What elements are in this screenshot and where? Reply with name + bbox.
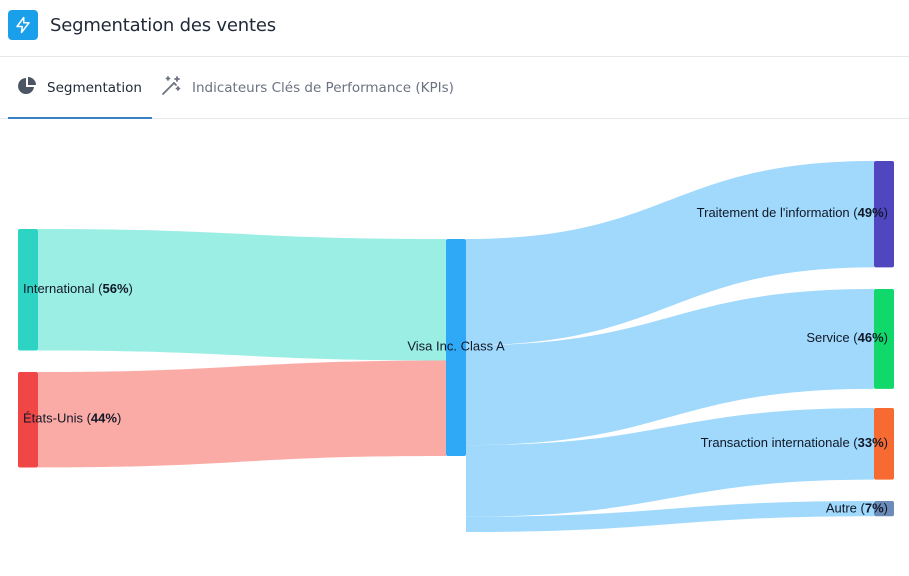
pie-chart-icon <box>17 76 37 100</box>
node-percentage: 7% <box>865 501 884 516</box>
magic-wand-icon <box>160 75 182 101</box>
node-service[interactable] <box>874 289 894 389</box>
node-percentage: 33% <box>858 435 884 450</box>
node-label-autre: Autre (7%) <box>826 501 888 516</box>
node-percentage: 44% <box>91 411 117 426</box>
link-visa-traitement[interactable] <box>466 161 874 346</box>
link-visa-service[interactable] <box>466 289 874 446</box>
node-label-us: États-Unis (44%) <box>23 411 121 426</box>
link-visa-transaction[interactable] <box>466 408 874 517</box>
page-title: Segmentation des ventes <box>50 15 276 36</box>
sankey-chart: International (56%) États-Unis (44%) Visa … <box>0 120 909 576</box>
node-transaction[interactable] <box>874 408 894 480</box>
tab-kpis[interactable]: Indicateurs Clés de Performance (KPIs) <box>160 58 454 118</box>
node-name: États-Unis <box>23 411 83 426</box>
node-percentage: 46% <box>858 330 884 345</box>
sankey-nodes <box>18 161 894 517</box>
link-us-visa[interactable] <box>38 360 446 468</box>
node-name: Autre <box>826 501 857 516</box>
node-name: International <box>23 281 95 296</box>
tab-label: Indicateurs Clés de Performance (KPIs) <box>192 80 454 96</box>
link-visa-autre[interactable] <box>466 501 874 532</box>
tab-bar: Segmentation Indicateurs Clés de Perform… <box>0 58 909 119</box>
node-label-service: Service (46%) <box>806 330 888 345</box>
node-us[interactable] <box>18 372 38 468</box>
node-autre[interactable] <box>874 501 894 517</box>
node-label-transaction: Transaction internationale (33%) <box>701 435 888 450</box>
node-name: Service <box>806 330 849 345</box>
node-label-visa: Visa Inc. Class A <box>407 339 505 354</box>
node-percentage: 49% <box>858 206 884 221</box>
node-visa[interactable] <box>446 239 466 456</box>
tab-label: Segmentation <box>47 79 142 96</box>
node-name: Traitement de l'information <box>697 206 850 221</box>
node-percentage: 56% <box>103 281 129 296</box>
tab-segmentation[interactable]: Segmentation <box>8 58 152 119</box>
node-international[interactable] <box>18 229 38 351</box>
lightning-icon <box>8 10 38 40</box>
node-label-traitement: Traitement de l'information (49%) <box>697 206 888 221</box>
node-name: Visa Inc. Class A <box>407 339 505 354</box>
node-name: Transaction internationale <box>701 435 850 450</box>
sankey-svg: International (56%) États-Unis (44%) Visa … <box>18 161 894 532</box>
node-traitement[interactable] <box>874 161 894 268</box>
node-label-international: International (56%) <box>23 281 133 296</box>
page-header: Segmentation des ventes <box>0 0 909 57</box>
sankey-labels: International (56%) États-Unis (44%) Visa … <box>23 206 888 516</box>
sankey-links <box>38 161 874 532</box>
link-international-visa[interactable] <box>38 229 446 361</box>
